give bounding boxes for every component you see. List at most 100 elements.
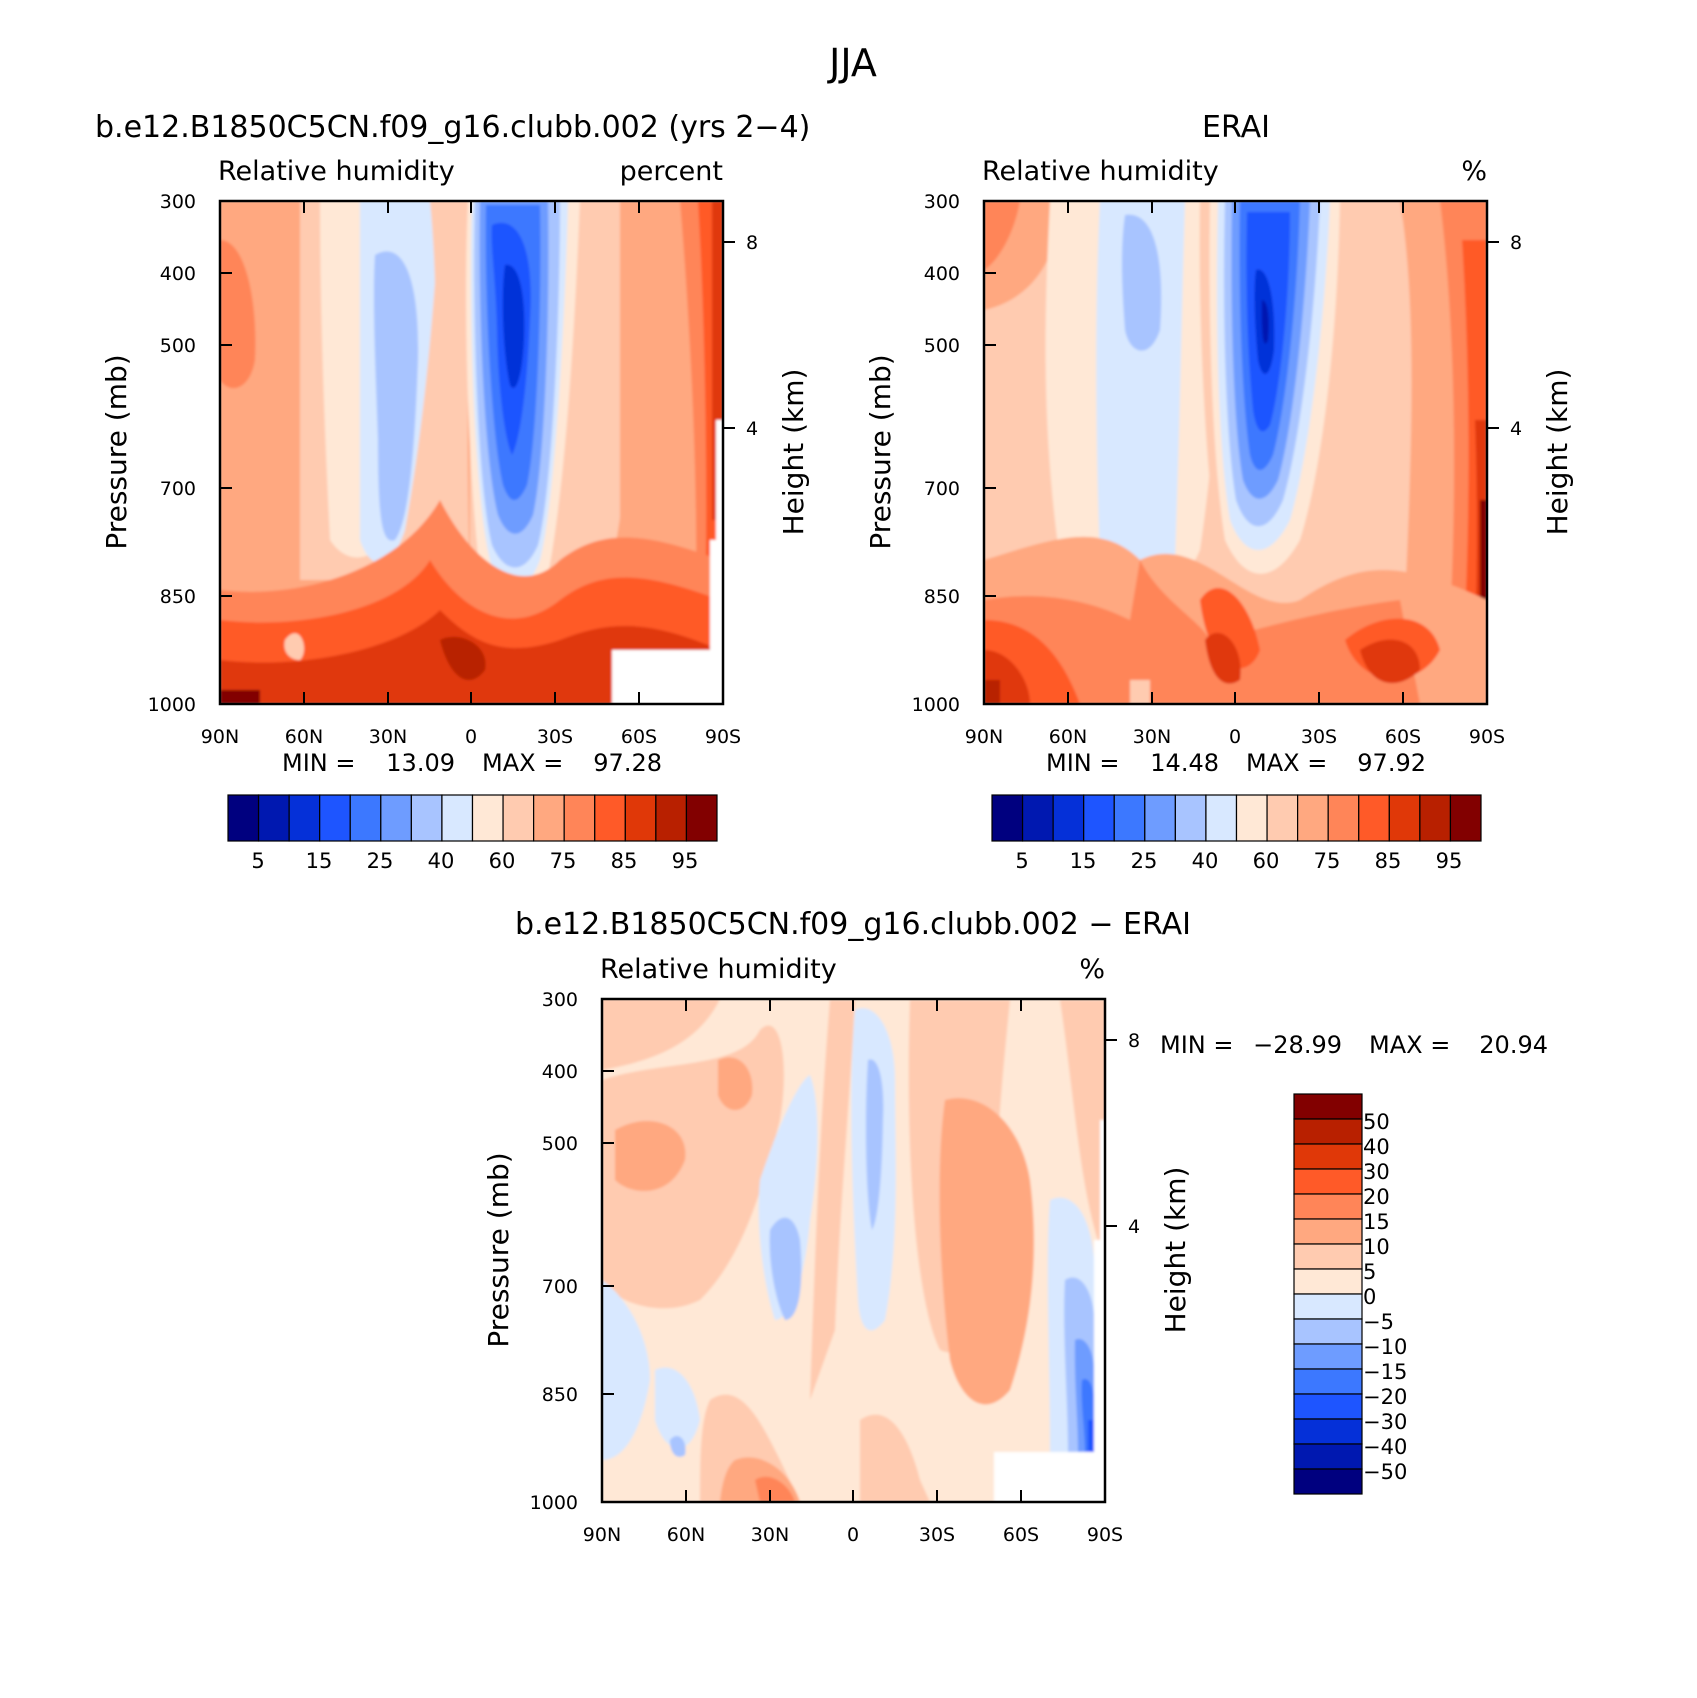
x-tick-label: 90S (1087, 1524, 1123, 1546)
colorbar-swatch (471, 794, 504, 842)
colorbar-swatch (1235, 794, 1268, 842)
colorbar-swatch (1449, 794, 1482, 842)
colorbar-label: 95 (1436, 849, 1463, 873)
colorbar-label: 25 (367, 849, 394, 873)
colorbar-swatch (319, 794, 351, 842)
panel-diff-y-ticks (602, 998, 1117, 1503)
colorbar-swatch (1266, 794, 1299, 842)
colorbar-swatch (1293, 1343, 1363, 1370)
panel-model-y-ticks (220, 200, 735, 705)
panel-diff-right-label: % (1079, 954, 1105, 985)
panel-obs-colorbar (991, 794, 1482, 842)
x-tick-label: 30S (919, 1524, 955, 1546)
colorbar-label: −15 (1363, 1360, 1407, 1384)
panel-obs-min-value: 14.48 (1150, 749, 1219, 777)
colorbar-label: 15 (306, 849, 333, 873)
y-tick-label: 500 (542, 1133, 578, 1155)
colorbar-swatch (410, 794, 443, 842)
colorbar-swatch (227, 794, 260, 842)
colorbar-label: 20 (1363, 1185, 1390, 1209)
y-tick-label: 700 (542, 1276, 578, 1298)
colorbar-label: 40 (1192, 849, 1219, 873)
height-tick-label: 4 (1128, 1216, 1140, 1238)
panel-diff-x-labels: 90N 60N 30N 0 30S 60S 90S (583, 1524, 1123, 1546)
y-tick-label: 700 (160, 478, 196, 500)
colorbar-swatch (533, 794, 565, 842)
panel-model-x-labels: 90N 60N 30N 0 30S 60S 90S (201, 726, 741, 748)
panel-diff-colorbar (1293, 1093, 1363, 1495)
panel-obs-ylabel: Pressure (mb) (864, 354, 897, 549)
panel-diff-ylabel-right: Height (km) (1159, 1167, 1192, 1334)
y-tick-label: 500 (924, 335, 960, 357)
panel-model-colorbar (227, 794, 718, 842)
x-tick-label: 30S (1301, 726, 1337, 748)
y-tick-label: 1000 (530, 1492, 578, 1514)
panel-model-field (220, 201, 723, 704)
colorbar-label: 60 (489, 849, 516, 873)
y-tick-label: 400 (160, 263, 196, 285)
y-tick-label: 850 (160, 586, 196, 608)
colorbar-label: 5 (1363, 1260, 1376, 1284)
y-tick-label: 300 (160, 191, 196, 213)
y-tick-label: 300 (924, 191, 960, 213)
colorbar-label: 15 (1363, 1210, 1390, 1234)
colorbar-swatch (1293, 1368, 1363, 1395)
x-tick-label: 60N (1049, 726, 1087, 748)
colorbar-swatch (1297, 794, 1329, 842)
panel-model: b.e12.B1850C5CN.f09_g16.clubb.002 (yrs 2… (95, 110, 810, 873)
colorbar-swatch (257, 794, 290, 842)
colorbar-swatch (1174, 794, 1207, 842)
x-tick-label: 60N (285, 726, 323, 748)
panel-model-ylabel: Pressure (mb) (100, 354, 133, 549)
panel-obs-max-value: 97.92 (1357, 749, 1426, 777)
panel-obs-colorbar-labels: 5 15 25 40 60 75 85 95 (1015, 849, 1462, 873)
panel-obs-y-labels: 300 400 500 700 850 1000 8 4 (912, 191, 1522, 716)
panel-diff: b.e12.B1850C5CN.f09_g16.clubb.002 − ERAI… (482, 907, 1548, 1546)
y-tick-label: 850 (924, 586, 960, 608)
panel-obs-ylabel-right: Height (km) (1541, 369, 1574, 536)
colorbar-swatch (1293, 1093, 1363, 1120)
colorbar-label: 75 (550, 849, 577, 873)
colorbar-swatch (1388, 794, 1421, 842)
colorbar-swatch (1293, 1443, 1363, 1470)
x-tick-label: 30N (1133, 726, 1171, 748)
colorbar-swatch (1083, 794, 1115, 842)
x-tick-label: 60S (1003, 1524, 1039, 1546)
colorbar-swatch (655, 794, 688, 842)
y-tick-label: 700 (924, 478, 960, 500)
x-tick-label: 60S (1385, 726, 1421, 748)
colorbar-swatch (624, 794, 657, 842)
colorbar-label: 30 (1363, 1160, 1390, 1184)
panel-obs-y-ticks (984, 200, 1499, 705)
panel-diff-left-label: Relative humidity (600, 954, 837, 985)
colorbar-label: 0 (1363, 1285, 1376, 1309)
x-tick-label: 0 (1229, 726, 1241, 748)
colorbar-swatch (380, 794, 412, 842)
colorbar-label: −10 (1363, 1335, 1407, 1359)
colorbar-label: 15 (1070, 849, 1097, 873)
colorbar-label: 75 (1314, 849, 1341, 873)
colorbar-label: 85 (611, 849, 638, 873)
colorbar-swatch (563, 794, 596, 842)
colorbar-swatch (1293, 1468, 1363, 1495)
colorbar-label: 40 (1363, 1135, 1390, 1159)
panel-model-y-labels: 300 400 500 700 850 1000 8 4 (148, 191, 758, 716)
colorbar-swatch (1205, 794, 1238, 842)
colorbar-swatch (1144, 794, 1176, 842)
height-tick-label: 8 (746, 232, 758, 254)
colorbar-swatch (1293, 1143, 1363, 1170)
colorbar-swatch (1327, 794, 1360, 842)
panel-diff-x-ticks (601, 999, 1106, 1502)
panel-obs-x-labels: 90N 60N 30N 0 30S 60S 90S (965, 726, 1505, 748)
height-tick-label: 8 (1510, 232, 1522, 254)
colorbar-swatch (1293, 1218, 1363, 1245)
y-tick-label: 1000 (148, 694, 196, 716)
y-tick-label: 850 (542, 1384, 578, 1406)
colorbar-label: −40 (1363, 1435, 1407, 1459)
colorbar-label: 50 (1363, 1110, 1390, 1134)
colorbar-swatch (502, 794, 535, 842)
colorbar-label: 5 (251, 849, 264, 873)
colorbar-swatch (288, 794, 321, 842)
y-tick-label: 500 (160, 335, 196, 357)
